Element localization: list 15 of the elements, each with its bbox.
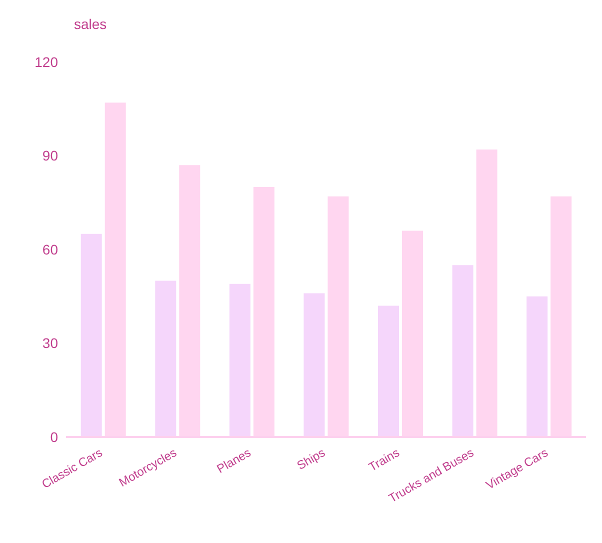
bar — [155, 280, 176, 437]
bar — [526, 296, 548, 437]
bar — [452, 265, 474, 437]
x-tick-label: Trains — [366, 445, 402, 474]
bar — [80, 234, 102, 437]
y-axis-title: sales — [74, 16, 107, 32]
x-tick-label: Ships — [294, 445, 328, 473]
bar — [304, 293, 325, 437]
y-tick-label: 60 — [42, 241, 58, 258]
y-tick-label: 30 — [42, 335, 58, 352]
bar — [378, 306, 399, 437]
bar — [229, 284, 250, 437]
y-tick-label: 120 — [34, 54, 58, 70]
y-tick-label: 0 — [50, 428, 58, 445]
y-tick-label: 90 — [42, 148, 58, 164]
